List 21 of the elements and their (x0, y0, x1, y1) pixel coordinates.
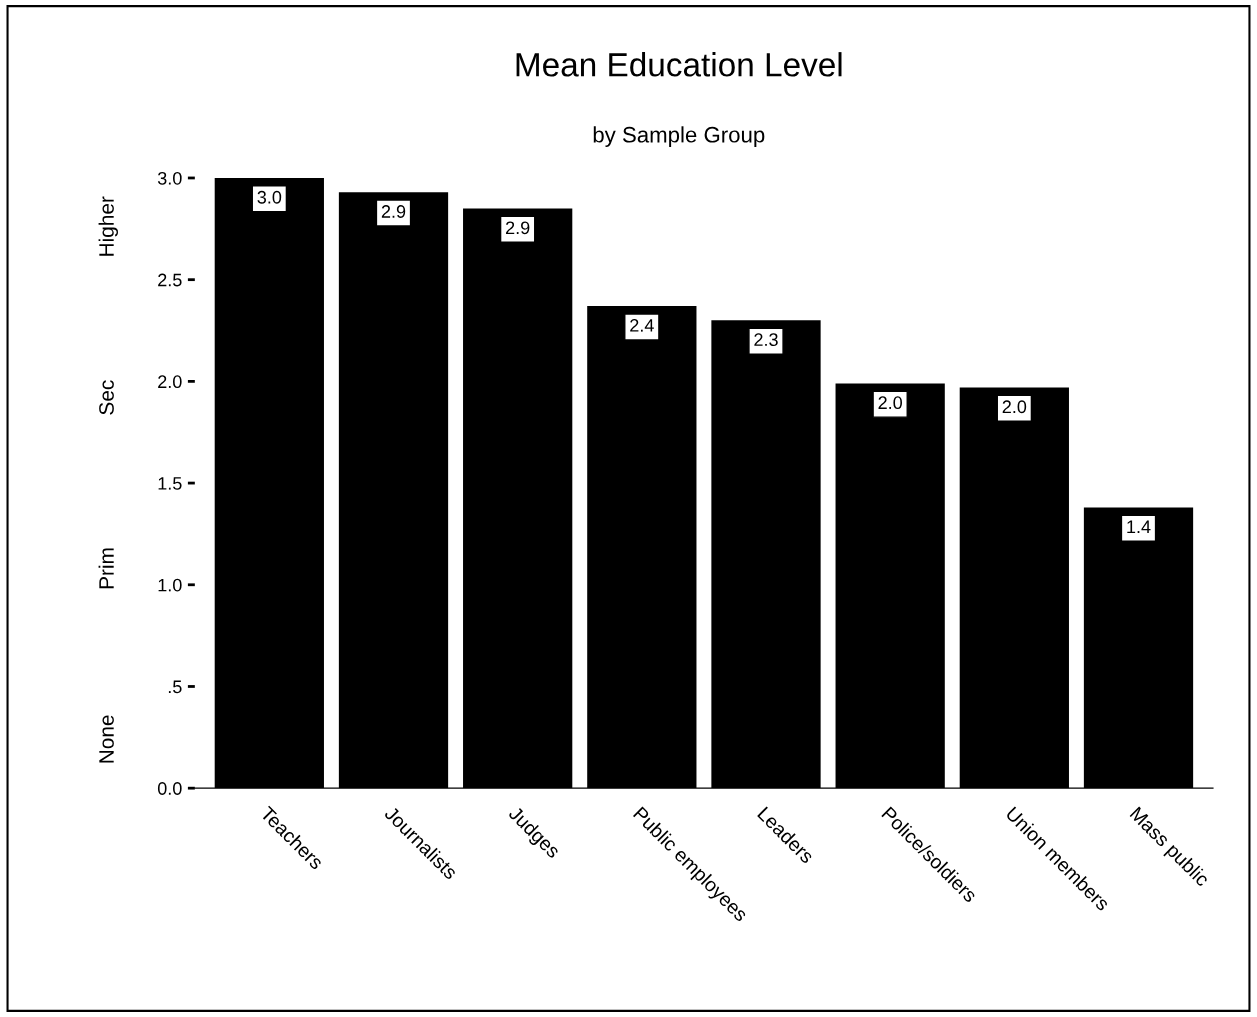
y-tick-label: 1.5 (158, 477, 182, 490)
y-tick-label: 2.5 (158, 273, 182, 287)
text: Prim (98, 548, 114, 589)
data-label: 1.4 (1127, 520, 1151, 533)
data-label: 2.9 (381, 205, 406, 218)
data-label: 3.0 (257, 190, 282, 204)
chart-subtitle: by Sample Group (593, 126, 765, 147)
text: Higher (98, 196, 118, 256)
y-tick-label: 3.0 (157, 171, 182, 185)
y-tick-label: 0.0 (157, 782, 182, 795)
data-label: 2.3 (754, 333, 778, 347)
y-tick-label: 1.0 (158, 578, 182, 592)
data-label: 2.0 (878, 396, 903, 410)
y-tick-label: .5 (168, 680, 182, 694)
y-tick-label: 2.0 (158, 375, 182, 389)
text: None (99, 715, 114, 763)
data-label: 2.4 (630, 319, 654, 332)
text: Sec (99, 380, 114, 415)
data-label: 2.9 (506, 221, 530, 235)
data-label: 2.0 (1002, 400, 1027, 414)
chart-title: Mean Education Level (516, 52, 842, 77)
